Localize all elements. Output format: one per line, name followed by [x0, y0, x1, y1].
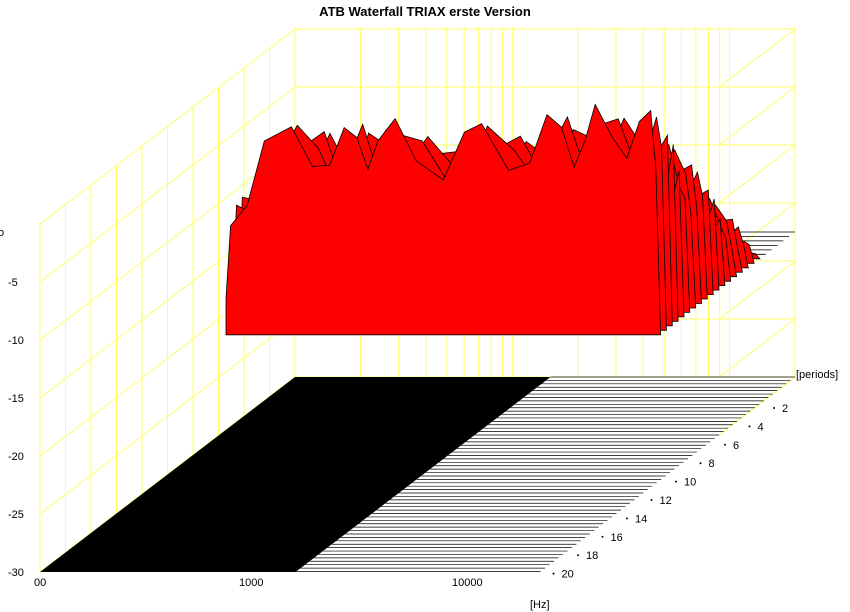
- z-tick-mark: [724, 443, 726, 446]
- y-tick-label: -25: [8, 509, 24, 521]
- x-tick-label: 1000: [239, 577, 263, 589]
- z-tick-mark: [601, 535, 604, 538]
- axes: -5 -10 -15 -20 -25 -30 o 00 1000 10000 [Hz] 2 4 6 8 10 1…: [0, 227, 838, 611]
- z-tick-label: 16: [611, 532, 623, 544]
- z-tick-label: 14: [635, 513, 647, 525]
- z-axis-label: [periods]: [796, 369, 838, 381]
- z-tick-label: 2: [782, 403, 788, 415]
- z-tick-label: 10: [684, 477, 696, 489]
- x-axis-label: [Hz]: [530, 599, 550, 611]
- z-tick-mark: [748, 425, 751, 428]
- z-tick-mark: [577, 554, 579, 557]
- y-tick-label: -10: [8, 335, 24, 347]
- z-tick-mark: [626, 517, 628, 520]
- chart-title: ATB Waterfall TRIAX erste Version: [319, 4, 531, 19]
- z-tick-mark: [699, 462, 702, 465]
- z-tick-mark: [552, 572, 555, 575]
- z-tick-label: 8: [709, 458, 715, 470]
- z-tick-mark: [773, 407, 775, 409]
- z-tick-mark: [675, 480, 677, 483]
- right-wall-gridline: [718, 376, 796, 436]
- right-wall-gridline: [718, 260, 796, 320]
- y-tick-label: -30: [8, 567, 24, 579]
- waterfall-surface: [225, 103, 795, 336]
- x-tick-label: 00: [34, 577, 46, 589]
- right-wall-gridline: [718, 318, 796, 378]
- z-tick-mark: [650, 499, 653, 501]
- waterfall-slice: [225, 103, 662, 336]
- z-tick-label: 18: [586, 550, 598, 562]
- z-tick-label: 12: [660, 495, 672, 507]
- z-tick-label: 6: [733, 440, 739, 452]
- y-tick-label: -15: [8, 393, 24, 405]
- y-axis-label: o: [0, 227, 4, 239]
- x-tick-label: 10000: [452, 577, 483, 589]
- z-tick-label: 4: [758, 421, 764, 433]
- floor-dark-region: [40, 377, 551, 572]
- z-tick-label: 20: [562, 569, 574, 581]
- y-tick-label: -20: [8, 451, 24, 463]
- right-wall-gridline: [718, 28, 796, 88]
- right-wall-gridline: [718, 86, 796, 146]
- floor-lines: [40, 376, 795, 572]
- y-tick-label: -5: [8, 277, 18, 289]
- right-wall-gridline: [718, 144, 796, 204]
